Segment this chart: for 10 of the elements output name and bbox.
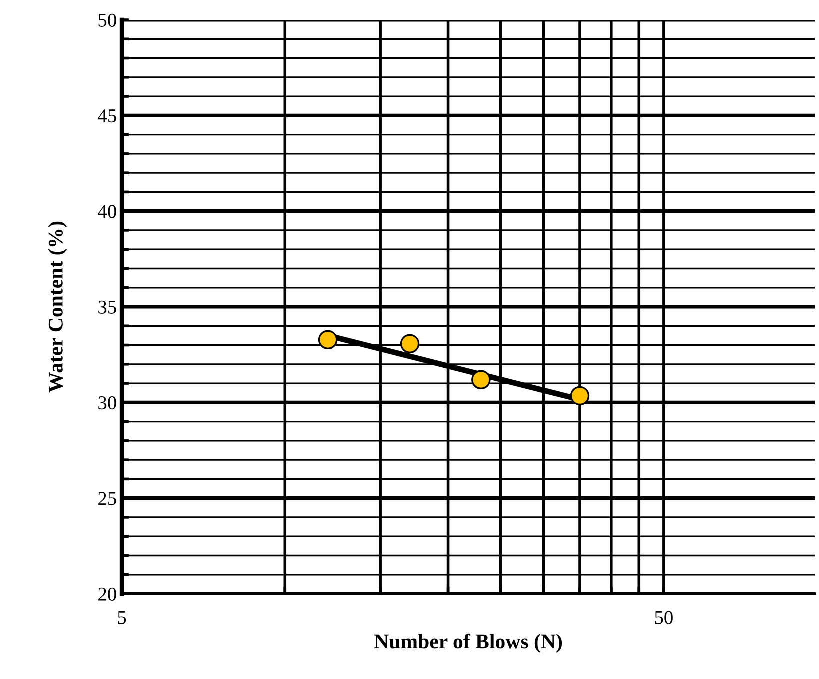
x-tick-label: 5 (118, 611, 126, 624)
y-tick-label: 20 (98, 588, 116, 601)
y-axis-title: Water Content (%) (48, 222, 68, 393)
y-tick-label: 40 (98, 205, 116, 218)
y-tick-label: 35 (98, 300, 116, 314)
y-tick-label: 50 (98, 14, 116, 27)
x-axis-title: Number of Blows (N) (374, 634, 562, 653)
y-tick-label: 30 (98, 396, 116, 410)
y-tick-label: 25 (98, 492, 116, 506)
y-tick-label: 45 (98, 110, 116, 123)
